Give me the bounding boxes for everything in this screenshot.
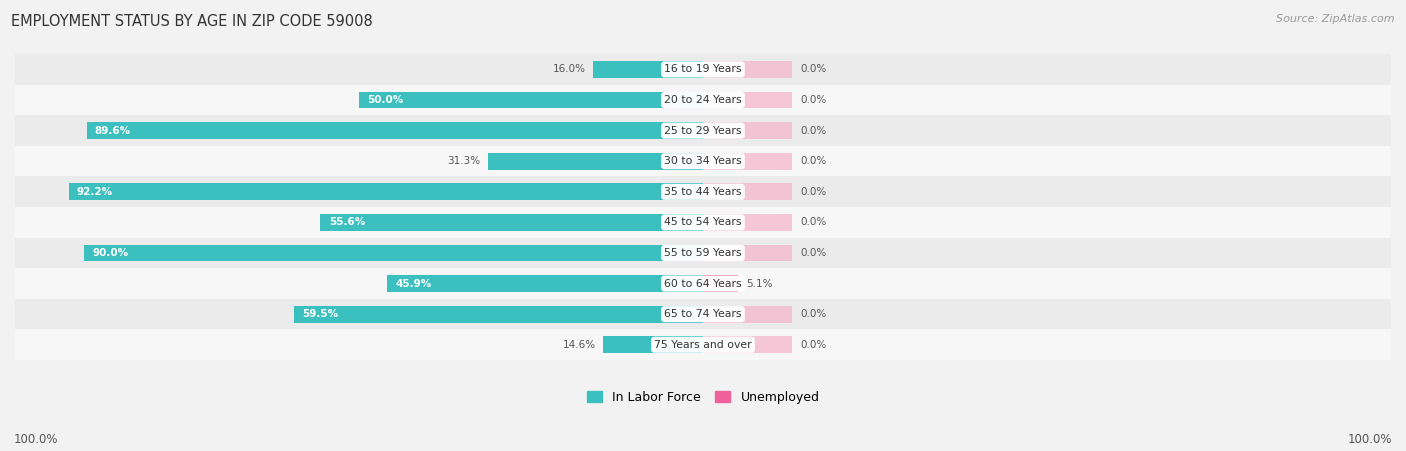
Text: 14.6%: 14.6% (562, 340, 596, 350)
Bar (15, 115, 1391, 146)
Text: 90.0%: 90.0% (91, 248, 128, 258)
Text: 16 to 19 Years: 16 to 19 Years (664, 64, 742, 74)
Text: Source: ZipAtlas.com: Source: ZipAtlas.com (1277, 14, 1395, 23)
Bar (15, 238, 1391, 268)
Text: 30 to 34 Years: 30 to 34 Years (664, 156, 742, 166)
Bar (321, 214, 703, 231)
Bar (488, 153, 703, 170)
Text: 65 to 74 Years: 65 to 74 Years (664, 309, 742, 319)
Text: 50.0%: 50.0% (367, 95, 404, 105)
Text: 5.1%: 5.1% (747, 279, 773, 289)
Bar (703, 275, 738, 292)
Text: 20 to 24 Years: 20 to 24 Years (664, 95, 742, 105)
Bar (703, 244, 793, 262)
Bar (87, 122, 703, 139)
Text: 92.2%: 92.2% (77, 187, 112, 197)
Legend: In Labor Force, Unemployed: In Labor Force, Unemployed (586, 391, 820, 404)
Text: 31.3%: 31.3% (447, 156, 481, 166)
Bar (703, 184, 793, 200)
Text: 45 to 54 Years: 45 to 54 Years (664, 217, 742, 227)
Text: 55.6%: 55.6% (329, 217, 366, 227)
Bar (15, 85, 1391, 115)
Bar (387, 275, 703, 292)
Bar (84, 244, 703, 262)
Text: 0.0%: 0.0% (800, 340, 827, 350)
Text: 89.6%: 89.6% (94, 126, 131, 136)
Text: 35 to 44 Years: 35 to 44 Years (664, 187, 742, 197)
Text: 0.0%: 0.0% (800, 309, 827, 319)
Text: 0.0%: 0.0% (800, 126, 827, 136)
Bar (703, 122, 793, 139)
Text: 0.0%: 0.0% (800, 248, 827, 258)
Text: EMPLOYMENT STATUS BY AGE IN ZIP CODE 59008: EMPLOYMENT STATUS BY AGE IN ZIP CODE 590… (11, 14, 373, 28)
Text: 100.0%: 100.0% (1347, 433, 1392, 446)
Text: 59.5%: 59.5% (302, 309, 337, 319)
Text: 75 Years and over: 75 Years and over (654, 340, 752, 350)
Bar (15, 54, 1391, 85)
Bar (15, 207, 1391, 238)
Bar (15, 299, 1391, 329)
Bar (15, 146, 1391, 176)
Bar (703, 214, 793, 231)
Text: 0.0%: 0.0% (800, 217, 827, 227)
Text: 16.0%: 16.0% (553, 64, 586, 74)
Text: 0.0%: 0.0% (800, 64, 827, 74)
Bar (703, 92, 793, 108)
Bar (15, 268, 1391, 299)
Text: 60 to 64 Years: 60 to 64 Years (664, 279, 742, 289)
Text: 0.0%: 0.0% (800, 187, 827, 197)
Text: 45.9%: 45.9% (395, 279, 432, 289)
Text: 0.0%: 0.0% (800, 156, 827, 166)
Bar (703, 336, 793, 353)
Text: 25 to 29 Years: 25 to 29 Years (664, 126, 742, 136)
Bar (603, 336, 703, 353)
Bar (703, 153, 793, 170)
Bar (15, 176, 1391, 207)
Bar (69, 184, 703, 200)
Bar (294, 306, 703, 322)
Text: 0.0%: 0.0% (800, 95, 827, 105)
Bar (359, 92, 703, 108)
Text: 100.0%: 100.0% (14, 433, 59, 446)
Bar (703, 306, 793, 322)
Bar (703, 61, 793, 78)
Text: 55 to 59 Years: 55 to 59 Years (664, 248, 742, 258)
Bar (593, 61, 703, 78)
Bar (15, 329, 1391, 360)
